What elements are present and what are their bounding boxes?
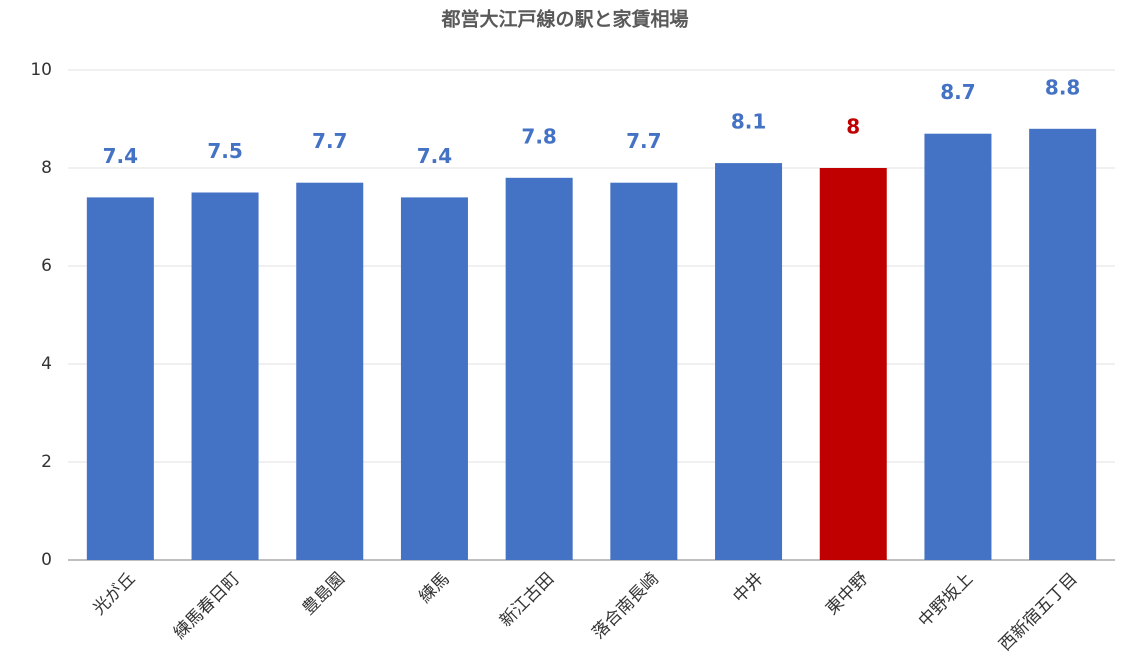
bar: [1029, 128, 1097, 561]
y-tick-label: 0: [41, 550, 52, 570]
data-label: 7.5: [207, 139, 242, 163]
bar: [296, 182, 364, 560]
x-tick-label: 東中野: [822, 569, 872, 619]
y-tick-label: 4: [41, 354, 52, 374]
x-tick-label: 新江古田: [496, 569, 558, 631]
data-label: 7.8: [521, 124, 556, 148]
chart-title: 都営大江戸線の駅と家賃相場: [440, 8, 688, 31]
x-tick-label: 落合南長崎: [589, 569, 663, 643]
data-label: 8.1: [731, 110, 766, 134]
x-tick-label: 中野坂上: [915, 569, 977, 631]
x-tick-label: 西新宿五丁目: [995, 569, 1081, 655]
data-label: 7.4: [417, 144, 452, 168]
y-tick-label: 2: [41, 452, 52, 472]
data-label: 7.7: [626, 129, 661, 153]
data-label: 7.7: [312, 129, 347, 153]
bar: [505, 177, 573, 561]
data-label: 8: [846, 115, 860, 139]
y-tick-label: 8: [41, 158, 52, 178]
data-label: 8.7: [940, 80, 975, 104]
bar: [924, 133, 992, 560]
data-label: 8.8: [1045, 75, 1080, 99]
x-tick-label: 中井: [729, 569, 767, 607]
bar: [610, 182, 678, 560]
y-tick-label: 10: [30, 60, 52, 80]
x-tick-label: 光が丘: [89, 569, 139, 619]
bar: [86, 197, 154, 560]
bar: [819, 168, 887, 560]
x-tick-label: 豊島園: [299, 569, 349, 619]
bar: [715, 163, 783, 560]
bar: [191, 192, 259, 560]
x-tick-label: 練馬春日町: [170, 569, 244, 643]
x-tick-label: 練馬: [415, 569, 453, 607]
bar: [400, 197, 468, 560]
y-tick-label: 6: [41, 256, 52, 276]
data-label: 7.4: [103, 144, 138, 168]
